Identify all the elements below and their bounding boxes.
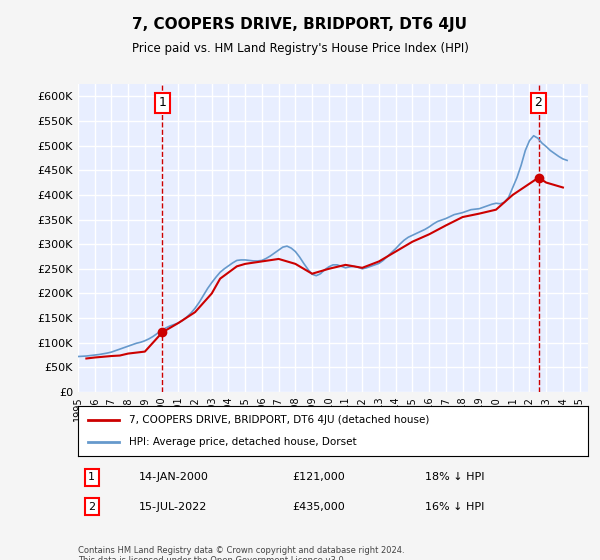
Text: 15-JUL-2022: 15-JUL-2022 bbox=[139, 502, 208, 511]
Text: 7, COOPERS DRIVE, BRIDPORT, DT6 4JU: 7, COOPERS DRIVE, BRIDPORT, DT6 4JU bbox=[133, 17, 467, 32]
Text: HPI: Average price, detached house, Dorset: HPI: Average price, detached house, Dors… bbox=[129, 437, 356, 447]
Text: 18% ↓ HPI: 18% ↓ HPI bbox=[425, 473, 484, 482]
Text: 1: 1 bbox=[158, 96, 166, 109]
Text: Contains HM Land Registry data © Crown copyright and database right 2024.
This d: Contains HM Land Registry data © Crown c… bbox=[78, 546, 404, 560]
Text: £121,000: £121,000 bbox=[292, 473, 345, 482]
Text: Price paid vs. HM Land Registry's House Price Index (HPI): Price paid vs. HM Land Registry's House … bbox=[131, 42, 469, 55]
Text: 16% ↓ HPI: 16% ↓ HPI bbox=[425, 502, 484, 511]
Text: 14-JAN-2000: 14-JAN-2000 bbox=[139, 473, 209, 482]
Text: 7, COOPERS DRIVE, BRIDPORT, DT6 4JU (detached house): 7, COOPERS DRIVE, BRIDPORT, DT6 4JU (det… bbox=[129, 415, 430, 425]
Text: £435,000: £435,000 bbox=[292, 502, 345, 511]
Text: 2: 2 bbox=[535, 96, 542, 109]
Text: 2: 2 bbox=[88, 502, 95, 511]
Text: 1: 1 bbox=[88, 473, 95, 482]
